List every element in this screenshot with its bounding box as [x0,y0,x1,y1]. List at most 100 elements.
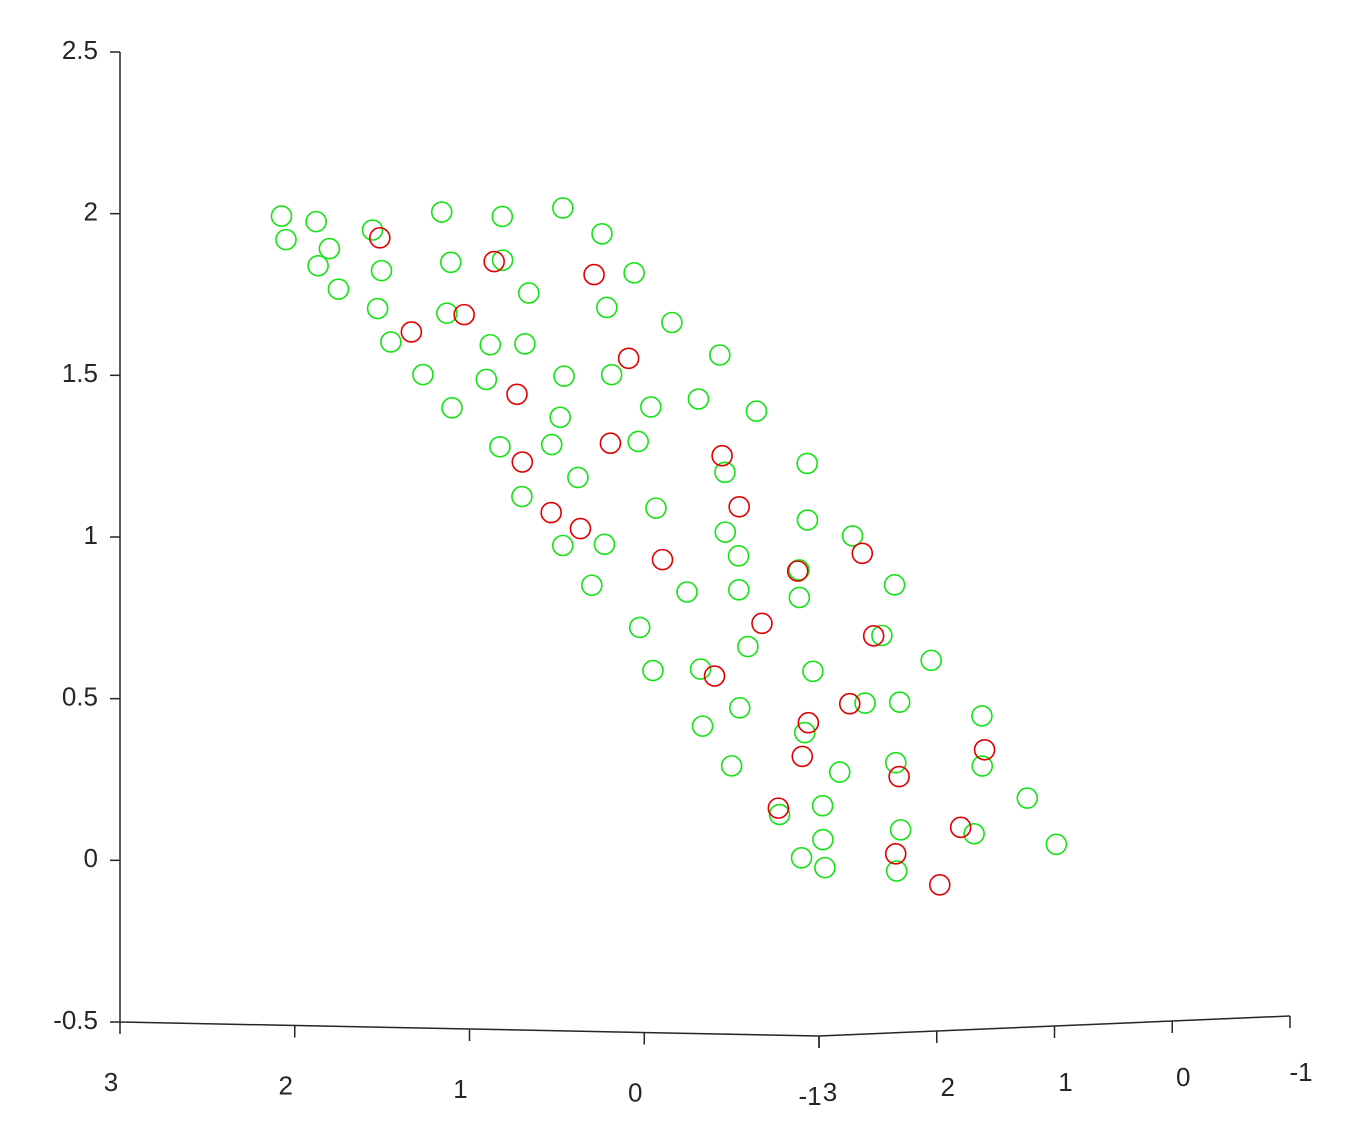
point [600,363,623,386]
z-tick-label: 0 [84,843,98,873]
point [305,210,327,233]
z-tick-label: 2.5 [62,35,98,65]
point [751,612,773,635]
point [380,331,402,353]
point [862,625,885,647]
point [796,452,818,475]
point [327,278,350,300]
point [627,430,649,453]
y-tick-label: 3 [823,1077,837,1107]
point [540,501,562,524]
point [767,797,790,819]
point [786,560,809,582]
point [569,517,592,540]
point [628,616,651,639]
point [439,251,462,274]
point [838,692,861,715]
point [949,816,972,839]
point [714,461,736,484]
point [689,658,712,680]
point [797,711,820,734]
point [549,406,571,429]
point [745,400,768,422]
point [412,363,434,386]
point [479,333,502,356]
point [514,333,536,355]
point [436,302,458,324]
point [581,574,603,597]
point [617,347,640,370]
point [728,495,751,518]
point [728,578,750,601]
point [788,559,810,581]
point [567,466,589,489]
point [270,205,293,227]
point [796,509,819,531]
x-tick-label: 0 [628,1077,642,1107]
y-tick-label: 1 [1058,1067,1072,1097]
point [307,254,329,277]
point [640,396,662,418]
x-tick-label: 1 [453,1074,467,1104]
point [928,874,951,896]
point [491,249,514,271]
z-tick-label: 1 [84,520,98,550]
point [553,365,575,387]
point [591,223,613,245]
point [788,586,811,609]
point [687,388,710,410]
point [1045,833,1068,856]
point [963,822,985,845]
point [828,761,851,783]
point [318,237,341,260]
y-tick-label: 0 [1176,1062,1190,1092]
point [841,525,864,547]
point [511,451,534,473]
point [596,296,618,319]
point [651,548,674,571]
z-tick-label: 1.5 [62,358,98,388]
point [703,665,726,687]
point [599,432,622,455]
x-tick-label: 3 [104,1067,118,1097]
z-tick-label: -0.5 [53,1005,98,1035]
point [737,635,759,658]
point [889,819,912,841]
point [790,847,813,869]
point [691,715,714,737]
y-tick-label: 2 [941,1072,955,1102]
point [483,250,505,273]
point [709,344,731,366]
point [854,692,876,714]
point [489,435,511,458]
z-tick-label: 2 [84,197,98,227]
point [645,497,667,519]
point [727,545,750,567]
point [551,534,574,557]
point [275,228,297,251]
point [720,755,743,777]
point [973,738,996,761]
point [593,533,616,556]
point [884,843,907,865]
axis-line [119,52,1291,1037]
point [871,624,893,647]
point [361,219,384,241]
point [506,383,528,406]
point [971,705,993,727]
point [518,282,540,304]
point [888,765,910,788]
point [791,745,814,768]
point [491,205,514,228]
point [802,660,824,683]
point [552,197,574,219]
point [888,691,911,713]
x-tick-label: 2 [279,1070,293,1100]
point [714,521,737,543]
point [430,201,453,223]
point [851,542,874,565]
point [400,321,423,343]
point [1016,787,1039,809]
point [511,485,533,508]
